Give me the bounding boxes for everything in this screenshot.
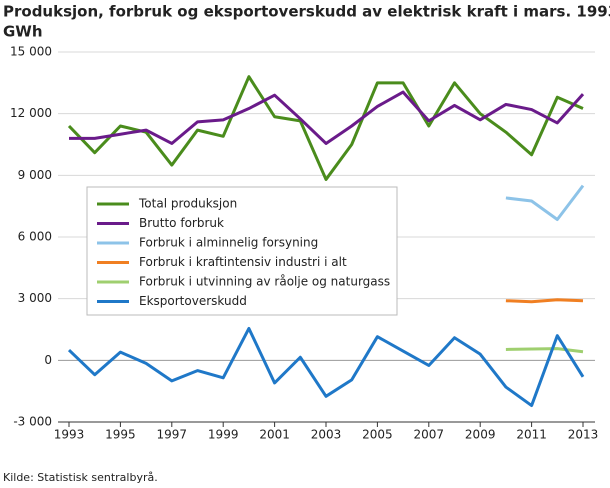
x-tick-label: 2013 [568, 428, 599, 442]
series-line [505, 298, 584, 304]
x-tick-label: 1993 [54, 428, 85, 442]
x-tick-label: 1999 [208, 428, 239, 442]
y-tick-label: 9 000 [18, 168, 52, 182]
y-tick-label: -3 000 [13, 415, 52, 429]
series-line [67, 326, 585, 408]
x-tick-label: 2001 [259, 428, 290, 442]
series-line [69, 90, 585, 145]
x-tick-label: 2011 [516, 428, 547, 442]
y-tick-label: 6 000 [18, 230, 52, 244]
y-tick-label: 15 000 [10, 45, 52, 59]
series-line [505, 347, 584, 354]
legend-label: Brutto forbruk [139, 216, 224, 230]
x-tick-label: 2005 [362, 428, 393, 442]
x-tick-label: 2003 [311, 428, 342, 442]
y-tick-label: 12 000 [10, 106, 52, 120]
x-tick-label: 2009 [465, 428, 496, 442]
series-line [505, 184, 585, 222]
legend-label: Total produksjon [138, 197, 237, 211]
legend-label: Forbruk i kraftintensiv industri i alt [139, 255, 347, 269]
series-line [67, 75, 584, 181]
legend-label: Eksportoverskudd [139, 294, 247, 308]
x-tick-label: 1997 [157, 428, 188, 442]
source: Kilde: Statistisk sentralbyrå. [3, 471, 158, 484]
chart-subtitle: GWh [3, 23, 43, 41]
legend-box [86, 186, 398, 316]
y-tick-label: 3 000 [18, 291, 52, 305]
legend-label: Forbruk i utvinning av råolje og naturga… [139, 275, 390, 289]
legend-label: Forbruk i alminnelig forsyning [139, 236, 318, 250]
x-tick-label: 1995 [105, 428, 136, 442]
chart-title: Produksjon, forbruk og eksportoverskudd … [3, 3, 610, 21]
x-tick-label: 2007 [414, 428, 445, 442]
y-tick-label: 0 [44, 353, 52, 367]
